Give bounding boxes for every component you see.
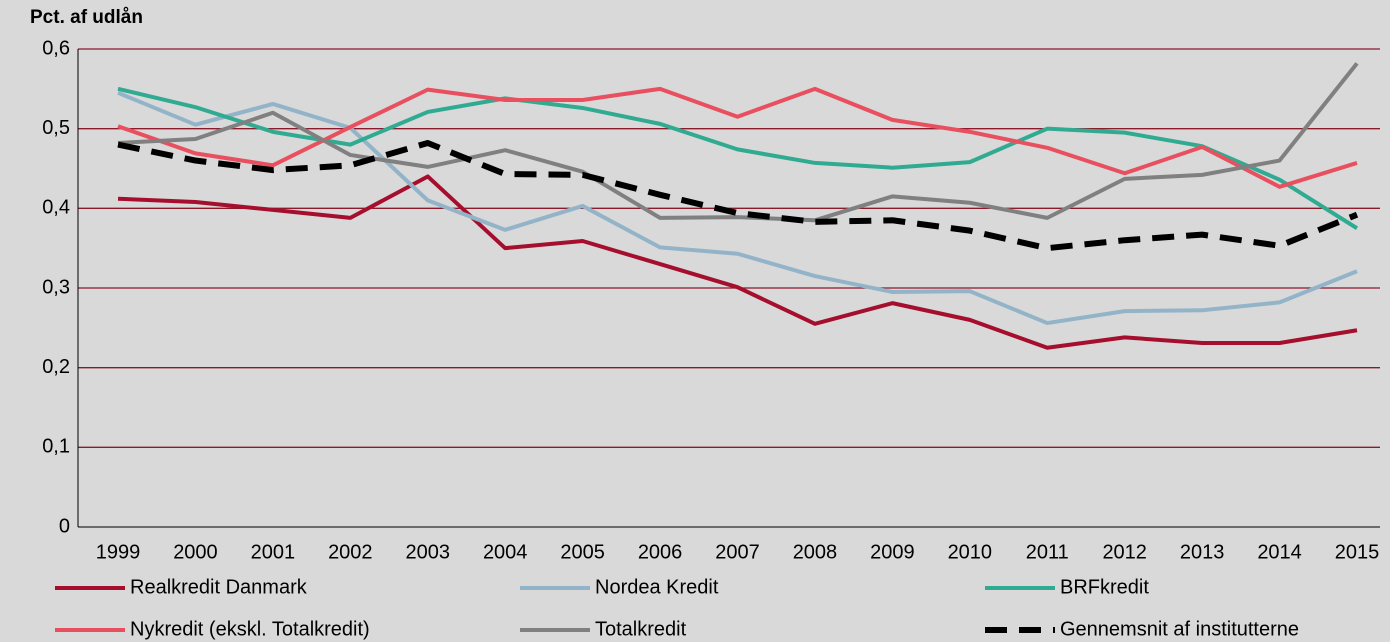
x-tick-label: 2008 [793, 541, 838, 563]
x-tick-label: 2006 [638, 541, 683, 563]
x-tick-label: 2004 [483, 541, 528, 563]
legend-label: Nykredit (ekskl. Totalkredit) [130, 618, 370, 640]
x-tick-label: 2003 [406, 541, 451, 563]
series-line [117, 90, 1358, 326]
y-tick-label: 0,5 [42, 117, 70, 139]
legend-label: Realkredit Danmark [130, 576, 308, 598]
y-tick-label: 0,3 [42, 276, 70, 298]
x-tick-label: 2007 [715, 541, 760, 563]
x-tick-label: 2002 [328, 541, 373, 563]
x-tick-label: 2000 [173, 541, 218, 563]
x-tick-label: 2010 [948, 541, 993, 563]
legend-label: Nordea Kredit [595, 576, 719, 598]
legend-label: BRFkredit [1060, 576, 1149, 598]
y-tick-label: 0,2 [42, 356, 70, 378]
legend-label: Gennemsnit af institutterne [1060, 618, 1299, 640]
x-tick-label: 2011 [1026, 541, 1069, 563]
y-tick-label: 0,1 [42, 436, 70, 458]
series-line [117, 62, 1359, 223]
y-tick-label: 0 [59, 515, 70, 537]
x-tick-label: 2015 [1335, 541, 1380, 563]
series-line [117, 174, 1358, 350]
x-tick-label: 2014 [1257, 541, 1302, 563]
y-tick-label: 0,6 [42, 37, 70, 59]
x-tick-label: 2001 [251, 541, 296, 563]
x-tick-label: 2005 [560, 541, 605, 563]
y-tick-label: 0,4 [42, 197, 70, 219]
series-line [117, 140, 1359, 252]
x-tick-label: 2009 [870, 541, 915, 563]
x-tick-label: 2012 [1102, 541, 1147, 563]
x-tick-label: 2013 [1180, 541, 1225, 563]
y-axis-label: Pct. af udlån [30, 7, 143, 28]
x-tick-label: 1999 [96, 541, 141, 563]
legend-label: Totalkredit [595, 618, 687, 640]
